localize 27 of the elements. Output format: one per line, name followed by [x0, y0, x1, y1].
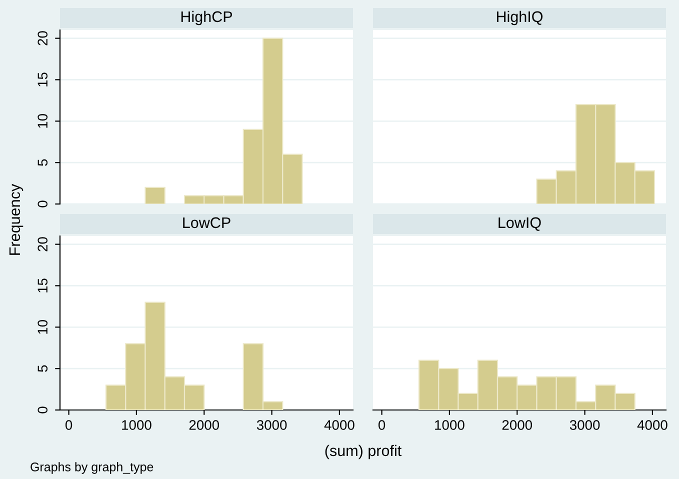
x-tick-label: 1000	[122, 420, 152, 430]
x-tick-label: 4000	[324, 420, 354, 430]
x-tick-label: 2000	[502, 420, 532, 430]
chart-title: LowIQ	[498, 217, 541, 231]
y-tick-label: 5	[38, 365, 48, 372]
x-tick-label: 0	[65, 420, 72, 430]
y-tick-label: 10	[38, 114, 48, 128]
chart-title: LowCP	[183, 217, 230, 228]
y-axis-title: Frequency	[9, 184, 24, 255]
x-tick-label: 3000	[570, 420, 600, 430]
y-tick-label: 5	[38, 159, 48, 166]
y-tick-label: 20	[38, 31, 48, 46]
x-tick-label: 3000	[256, 420, 287, 430]
y-tick-label: 20	[38, 237, 48, 252]
y-tick-label: 15	[38, 278, 48, 292]
x-tick-label: 2000	[189, 420, 220, 430]
y-tick-label: 0	[38, 200, 48, 208]
text: Graphs by graph_type	[30, 462, 154, 474]
chart-title: HighIQ	[496, 10, 543, 26]
x-tick-label: 4000	[637, 420, 668, 430]
x-tick-label: 0	[378, 420, 386, 430]
y-tick-label: 15	[38, 72, 48, 86]
x-tick-label: 1000	[435, 420, 464, 430]
y-tick-label: 10	[38, 320, 48, 334]
x-axis-title: (sum) profit	[325, 444, 402, 460]
chart-title: HighCP	[181, 10, 232, 26]
y-tick-label: 0	[38, 406, 48, 414]
